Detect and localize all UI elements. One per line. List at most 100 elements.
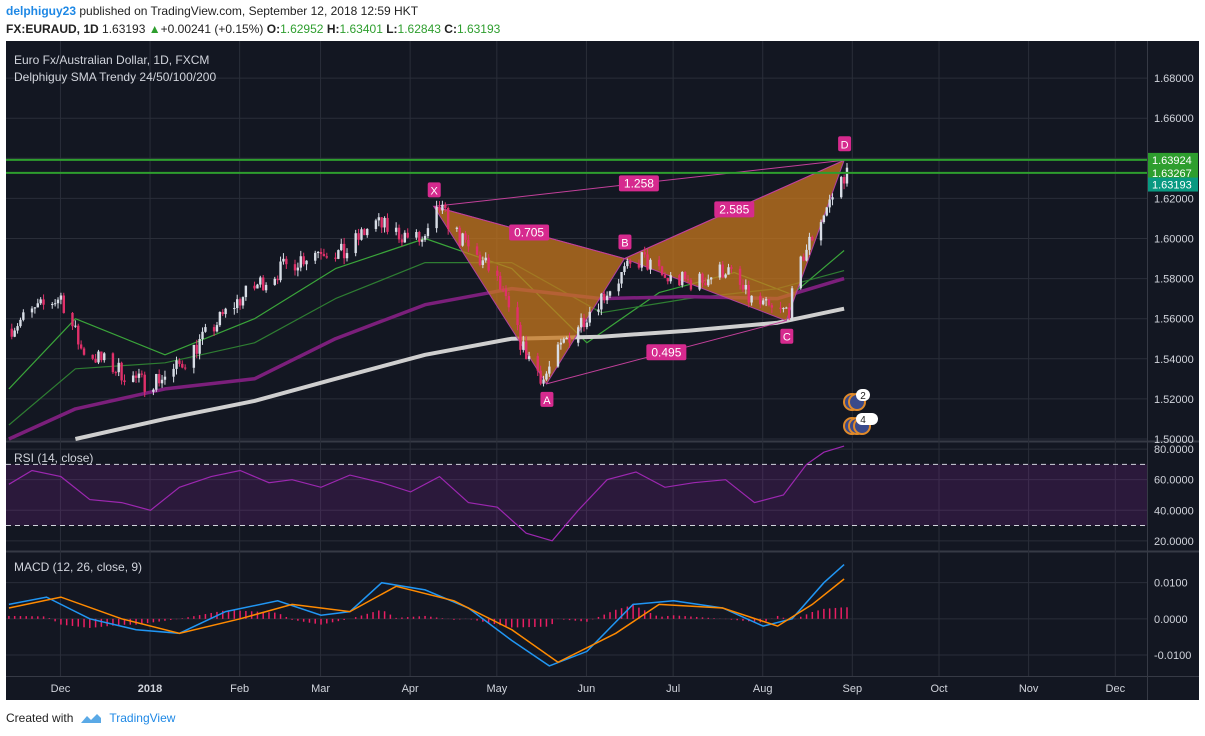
candle[interactable] <box>244 285 248 298</box>
candle[interactable] <box>698 273 701 290</box>
candle[interactable] <box>527 356 531 360</box>
candle[interactable] <box>481 260 485 265</box>
candle[interactable] <box>91 354 94 359</box>
candle[interactable] <box>461 233 464 246</box>
candle[interactable] <box>577 327 580 343</box>
candle[interactable] <box>701 273 704 283</box>
candle[interactable] <box>525 341 528 360</box>
candle[interactable] <box>172 368 175 377</box>
candle[interactable] <box>403 232 407 243</box>
candle[interactable] <box>484 257 487 261</box>
candle[interactable] <box>666 277 670 282</box>
candle[interactable] <box>744 284 748 290</box>
candle[interactable] <box>840 177 843 198</box>
candle[interactable] <box>259 277 262 285</box>
candle[interactable] <box>782 308 785 310</box>
candle[interactable] <box>360 229 363 240</box>
candle[interactable] <box>498 275 502 290</box>
candle[interactable] <box>262 277 265 291</box>
candle[interactable] <box>296 267 300 271</box>
candle[interactable] <box>519 324 522 350</box>
candle[interactable] <box>605 295 609 301</box>
candle[interactable] <box>444 204 447 208</box>
candle[interactable] <box>501 289 505 291</box>
candle[interactable] <box>738 268 742 285</box>
candle[interactable] <box>233 308 236 310</box>
candle[interactable] <box>204 327 207 332</box>
candle[interactable] <box>256 284 259 289</box>
candle[interactable] <box>438 206 441 211</box>
candle[interactable] <box>441 204 444 211</box>
candle[interactable] <box>435 206 438 229</box>
candle[interactable] <box>464 233 467 240</box>
candle[interactable] <box>727 267 730 275</box>
candle[interactable] <box>111 353 115 373</box>
sma-100-line[interactable] <box>8 276 845 441</box>
candle[interactable] <box>163 376 167 380</box>
candle[interactable] <box>363 229 366 236</box>
candle[interactable] <box>42 299 45 305</box>
candle[interactable] <box>74 325 77 327</box>
candle[interactable] <box>819 222 823 241</box>
candle[interactable] <box>264 284 268 291</box>
candle[interactable] <box>16 326 19 331</box>
candle[interactable] <box>302 256 305 265</box>
candle[interactable] <box>767 299 771 306</box>
candle[interactable] <box>730 267 733 269</box>
candle[interactable] <box>201 331 204 339</box>
candle[interactable] <box>120 362 123 381</box>
candle[interactable] <box>799 256 802 289</box>
candle[interactable] <box>22 312 25 320</box>
candle[interactable] <box>507 296 511 308</box>
candle[interactable] <box>325 256 328 258</box>
candle[interactable] <box>117 362 120 373</box>
candle[interactable] <box>608 291 612 296</box>
candle[interactable] <box>71 312 74 327</box>
candle[interactable] <box>400 239 404 243</box>
candle[interactable] <box>420 239 424 242</box>
candle[interactable] <box>134 375 138 378</box>
candle[interactable] <box>345 253 349 259</box>
candle[interactable] <box>718 264 722 278</box>
candle[interactable] <box>178 360 181 364</box>
candle[interactable] <box>10 328 13 337</box>
candle[interactable] <box>79 344 83 349</box>
candle[interactable] <box>545 373 548 380</box>
candle[interactable] <box>282 258 285 262</box>
candle[interactable] <box>340 243 343 251</box>
candle[interactable] <box>779 307 782 310</box>
candle[interactable] <box>316 251 320 253</box>
candle[interactable] <box>704 282 707 286</box>
candle[interactable] <box>603 293 606 301</box>
candle[interactable] <box>143 374 146 392</box>
candle[interactable] <box>53 303 57 305</box>
candle[interactable] <box>423 236 427 240</box>
candle[interactable] <box>314 252 317 261</box>
candle[interactable] <box>446 207 450 229</box>
candle[interactable] <box>114 372 118 374</box>
candle[interactable] <box>62 295 65 313</box>
candle[interactable] <box>825 207 828 216</box>
chart-canvas[interactable]: 1.50000 1.52000 1.54000 1.56000 1.58000 1.600… <box>0 0 1205 700</box>
candle[interactable] <box>224 308 227 315</box>
candle[interactable] <box>478 254 482 265</box>
candle[interactable] <box>77 325 80 345</box>
candle[interactable] <box>805 249 808 261</box>
candle[interactable] <box>418 232 421 242</box>
candle[interactable] <box>380 217 383 228</box>
candle[interactable] <box>747 284 750 303</box>
candle[interactable] <box>215 325 219 332</box>
candle[interactable] <box>724 274 727 278</box>
candle[interactable] <box>276 278 279 281</box>
candle[interactable] <box>181 363 184 368</box>
candle[interactable] <box>238 299 242 306</box>
candle[interactable] <box>764 299 768 301</box>
candle[interactable] <box>678 275 681 286</box>
candle[interactable] <box>721 264 724 278</box>
tradingview-link[interactable]: TradingView <box>109 711 176 725</box>
candle[interactable] <box>137 373 141 378</box>
candle[interactable] <box>299 256 302 268</box>
candle[interactable] <box>556 344 560 367</box>
candle[interactable] <box>39 299 42 304</box>
candle[interactable] <box>342 243 346 259</box>
